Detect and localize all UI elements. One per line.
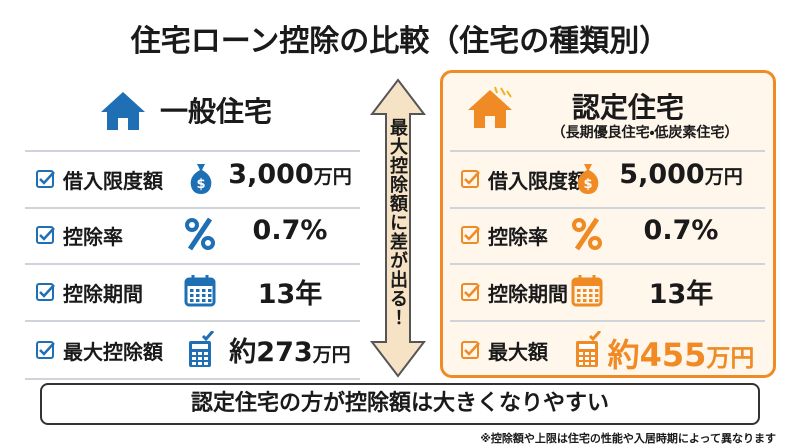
separator: [25, 150, 360, 152]
checkbox-icon: [461, 226, 480, 244]
certified-panel: [440, 70, 776, 378]
row-value: 5,000 万円: [601, 159, 761, 190]
row-value: 13年: [601, 272, 761, 311]
row-icon: [576, 331, 602, 367]
unit: 万円: [704, 166, 743, 188]
unit: 万円: [313, 166, 352, 188]
certified-title: 認定住宅: [571, 91, 684, 124]
separator: [25, 207, 360, 209]
value: 13年: [648, 279, 714, 310]
checkbox-icon: [461, 283, 480, 301]
row-label: 借入限度額: [63, 169, 163, 193]
checkbox-icon: [36, 170, 55, 188]
svg-text:$: $: [196, 177, 205, 192]
row-label: 控除率: [488, 225, 548, 249]
certified-subtitle: （長期優良住宅・低炭素住宅）: [551, 125, 739, 141]
checkbox-icon: [461, 170, 480, 188]
row-value: 0.7%: [601, 215, 761, 246]
checkbox-icon: [36, 283, 55, 301]
separator: [25, 263, 360, 265]
value: 約455: [607, 336, 707, 374]
row-icon: $: [190, 164, 212, 194]
separator: [25, 320, 360, 322]
separator: [450, 320, 765, 322]
separator: [450, 207, 765, 209]
row-value: 13年: [215, 272, 365, 311]
row-icon: [572, 217, 602, 251]
separator: [450, 150, 765, 152]
row-label: 最大控除額: [63, 340, 163, 364]
row-value: 約455 万円: [601, 330, 761, 376]
value: 0.7%: [252, 215, 328, 246]
arrow-text: 最大控除額に差が出る！: [387, 118, 408, 327]
checkbox-icon: [36, 226, 55, 244]
double-arrow: [370, 78, 426, 378]
row-value: 3,000 万円: [215, 159, 365, 190]
conclusion: 認定住宅の方が控除額は大きくなりやすい: [40, 383, 760, 425]
row-icon: $: [577, 164, 599, 194]
unit: 万円: [312, 344, 351, 366]
row-label: 控除率: [63, 225, 123, 249]
general-title: 一般住宅: [160, 95, 273, 128]
checkbox-icon: [36, 341, 55, 359]
row-value: 0.7%: [215, 215, 365, 246]
row-icon: [185, 217, 215, 251]
separator: [450, 263, 765, 265]
separator: [25, 378, 360, 380]
row-value: 約273 万円: [215, 330, 365, 369]
row-icon: [571, 275, 603, 307]
value: 約273: [229, 337, 313, 368]
row-label: 借入限度額: [488, 169, 588, 193]
row-label: 控除期間: [63, 282, 143, 306]
row-label: 控除期間: [488, 282, 568, 306]
value: 13年: [257, 279, 323, 310]
unit: 万円: [706, 344, 755, 372]
footnote: ※控除額や上限は住宅の性能や入居時期によって異なります: [480, 432, 776, 445]
row-label: 最大額: [488, 340, 548, 364]
value: 3,000: [228, 159, 314, 190]
value: 5,000: [619, 159, 705, 190]
house-icon: [101, 92, 145, 130]
house-icon: [468, 86, 512, 128]
value: 0.7%: [643, 215, 719, 246]
row-icon: [184, 275, 216, 307]
svg-text:$: $: [583, 177, 592, 192]
checkbox-icon: [461, 341, 480, 359]
page-title: 住宅ローン控除の比較（住宅の種類別）: [130, 24, 670, 59]
row-icon: [189, 331, 215, 367]
